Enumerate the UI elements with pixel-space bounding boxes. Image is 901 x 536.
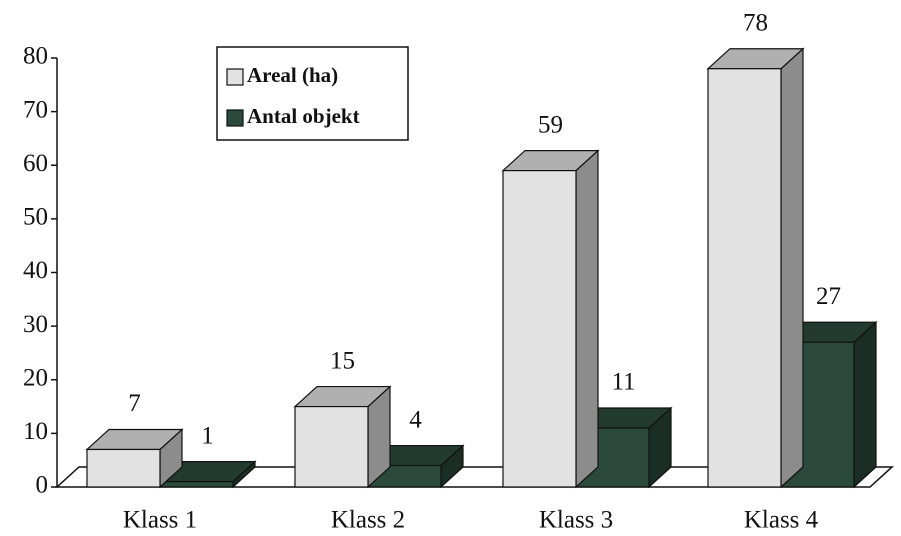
data-label: 27 — [816, 283, 841, 310]
y-tick-label: 30 — [23, 311, 48, 338]
legend-label: Antal objekt — [247, 104, 360, 128]
data-label: 7 — [128, 390, 141, 417]
bar-3d — [706, 47, 805, 489]
bar — [707, 68, 782, 488]
x-tick-label: Klass 1 — [123, 507, 197, 534]
bar-3d — [501, 149, 600, 489]
y-tick-label: 0 — [36, 472, 49, 499]
y-tick-label: 50 — [23, 204, 48, 231]
bar — [502, 170, 577, 488]
data-label: 4 — [409, 406, 422, 433]
bar — [86, 448, 161, 488]
data-label: 78 — [743, 9, 768, 36]
legend-label: Areal (ha) — [247, 63, 338, 87]
bar-side — [575, 149, 599, 489]
y-tick-label: 20 — [23, 364, 48, 391]
x-tick-label: Klass 2 — [331, 507, 405, 534]
y-tick-label: 10 — [23, 418, 48, 445]
y-tick-label: 70 — [23, 96, 48, 123]
bar-side — [780, 47, 804, 489]
bar-side — [853, 320, 877, 489]
bar — [294, 405, 369, 488]
y-tick-label: 80 — [23, 43, 48, 70]
x-tick-label: Klass 3 — [539, 507, 613, 534]
y-tick-label: 40 — [23, 257, 48, 284]
bar-3d — [293, 385, 392, 489]
legend-swatch — [226, 68, 244, 86]
legend-box — [216, 46, 409, 141]
y-tick-label: 60 — [23, 150, 48, 177]
data-label: 15 — [330, 347, 355, 374]
bar-3d — [85, 428, 184, 489]
legend-swatch — [226, 109, 244, 127]
data-label: 1 — [201, 422, 214, 449]
data-label: 59 — [538, 111, 563, 138]
x-tick-label: Klass 4 — [744, 507, 819, 534]
data-label: 11 — [611, 369, 635, 396]
bar — [159, 481, 234, 488]
